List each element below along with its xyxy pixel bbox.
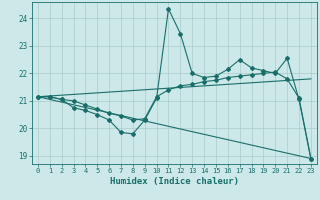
X-axis label: Humidex (Indice chaleur): Humidex (Indice chaleur)	[110, 177, 239, 186]
